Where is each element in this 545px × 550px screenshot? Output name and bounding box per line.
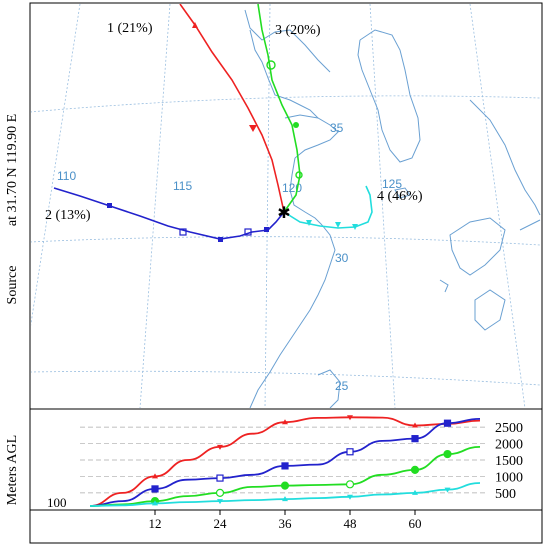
traj-2-marker xyxy=(107,203,112,208)
height-point-3 xyxy=(280,481,290,490)
height-axis-label: Meters AGL xyxy=(5,435,20,505)
height-point-1 xyxy=(347,415,353,421)
height-point-4 xyxy=(282,496,288,502)
height-point-1 xyxy=(152,473,158,479)
height-point-4 xyxy=(347,494,353,500)
height-point-3 xyxy=(410,465,420,474)
height-gridlines xyxy=(80,426,488,494)
height-point-1 xyxy=(282,419,288,425)
coastlines xyxy=(244,9,541,408)
lon-label-115: 115 xyxy=(173,179,192,193)
traj-3-marker xyxy=(293,122,299,128)
traj-label-4: 4 (46%) xyxy=(377,189,423,204)
height-point-4 xyxy=(152,500,158,506)
traj-4-marker xyxy=(306,220,312,226)
height-point-2 xyxy=(151,485,159,493)
latitude-grid xyxy=(31,95,541,386)
hour-tick-label: 12 xyxy=(149,516,162,531)
lat-label-25: 25 xyxy=(335,379,349,393)
height-point-3 xyxy=(345,480,355,489)
traj-2-marker xyxy=(244,228,252,236)
height-level-label: 2500 xyxy=(495,421,523,436)
lon-label-125: 125 xyxy=(382,177,402,191)
hour-tick-label: 24 xyxy=(214,516,228,531)
traj-label-1: 1 (21%) xyxy=(107,21,153,36)
traj-2-marker xyxy=(218,237,223,242)
trajectory-3 xyxy=(257,4,303,213)
height-level-label: 2000 xyxy=(495,438,523,453)
height-level-label: 1000 xyxy=(495,470,523,485)
traj-2-marker xyxy=(179,228,187,236)
traj-label-2: 2 (13%) xyxy=(45,208,91,223)
hour-tick-label: 48 xyxy=(344,516,357,531)
height-point-2 xyxy=(411,435,419,443)
traj-3-marker xyxy=(266,60,276,70)
trajectory-2 xyxy=(53,187,285,242)
traj-3-marker xyxy=(295,171,303,179)
height-point-1 xyxy=(412,422,418,428)
longitude-grid xyxy=(31,4,526,408)
source-label: Source xyxy=(5,266,20,305)
hour-tick-label: 60 xyxy=(409,516,422,531)
height-point-2 xyxy=(346,448,354,456)
traj-2-marker xyxy=(264,227,269,232)
source-star-icon: ✱ xyxy=(277,203,290,222)
trajectory-1 xyxy=(179,4,285,213)
traj-1-marker xyxy=(249,125,257,132)
traj-1-marker xyxy=(192,22,198,28)
baseline-label: 100 xyxy=(47,495,67,510)
height-level-label: 500 xyxy=(495,487,516,502)
lon-label-120: 120 xyxy=(282,181,302,195)
lon-label-110: 110 xyxy=(57,169,76,183)
traj-label-3: 3 (20%) xyxy=(275,23,321,38)
hour-tick-label: 36 xyxy=(279,516,293,531)
height-point-3 xyxy=(215,488,225,497)
height-point-3 xyxy=(443,449,452,459)
height-point-4 xyxy=(217,499,223,505)
height-point-2 xyxy=(443,419,452,427)
lat-label-30: 30 xyxy=(335,251,349,265)
lat-label-35: 35 xyxy=(330,121,344,135)
figure-frame xyxy=(29,2,543,544)
source-coords-label: at 31.70 N 119.90 E xyxy=(5,114,20,226)
height-point-4 xyxy=(444,487,451,493)
height-point-2 xyxy=(281,462,289,470)
height-point-2 xyxy=(216,474,224,482)
hour-ticks: 12 24 36 48 60 xyxy=(149,510,422,531)
height-point-1 xyxy=(217,444,223,450)
map-panel: 110 115 120 125 35 30 25 xyxy=(31,4,541,408)
traj-4-marker xyxy=(335,222,341,228)
height-point-4 xyxy=(412,489,418,495)
height-series xyxy=(89,415,481,507)
traj-4-marker xyxy=(352,224,358,230)
trajectory-4 xyxy=(283,185,373,230)
height-level-label: 1500 xyxy=(495,454,523,469)
